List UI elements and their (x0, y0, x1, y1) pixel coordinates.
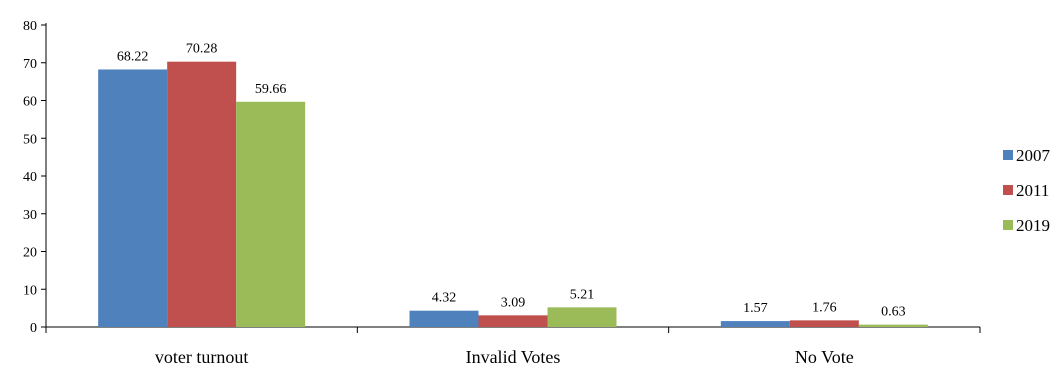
data-label: 1.57 (743, 301, 768, 316)
legend-label: 2011 (1016, 181, 1049, 200)
data-label: 5.21 (570, 287, 595, 302)
data-label: 3.09 (501, 295, 526, 310)
y-tick-label: 30 (23, 208, 37, 223)
bar-2011-1 (478, 315, 548, 327)
bar-2007-1 (409, 310, 479, 327)
bar-2019-1 (547, 307, 617, 327)
legend-label: 2019 (1016, 216, 1050, 235)
y-tick-label: 50 (23, 132, 37, 147)
y-tick-label: 70 (23, 57, 37, 72)
y-tick-label: 60 (23, 95, 37, 110)
bar-2019-2 (858, 324, 928, 327)
legend-swatch (1003, 220, 1013, 230)
x-category-label: No Vote (795, 347, 854, 367)
y-tick-label: 40 (23, 170, 37, 185)
y-tick-label: 10 (23, 283, 37, 298)
bar-2011-2 (789, 320, 859, 327)
bar-2019-0 (236, 101, 306, 327)
data-label: 59.66 (255, 82, 287, 97)
bar-2007-2 (720, 321, 790, 327)
y-tick-label: 20 (23, 246, 37, 261)
legend-label: 2007 (1016, 146, 1051, 165)
x-category-label: Invalid Votes (466, 347, 561, 367)
data-label: 1.76 (812, 300, 837, 315)
data-label: 70.28 (186, 42, 218, 57)
data-label: 68.22 (117, 49, 149, 64)
y-tick-label: 80 (23, 19, 37, 34)
bar-2011-0 (167, 61, 237, 328)
data-label: 0.63 (881, 305, 906, 320)
x-category-label: voter turnout (155, 347, 248, 367)
data-label: 4.32 (432, 291, 457, 306)
legend-swatch (1003, 185, 1013, 195)
y-tick-label: 0 (30, 321, 37, 336)
legend-swatch (1003, 150, 1013, 160)
bar-2007-0 (98, 69, 168, 328)
